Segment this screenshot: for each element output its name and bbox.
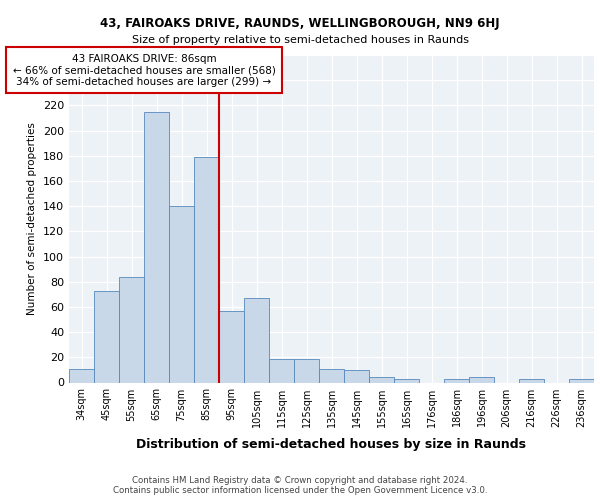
Bar <box>169 206 194 382</box>
Bar <box>144 112 169 382</box>
Y-axis label: Number of semi-detached properties: Number of semi-detached properties <box>28 122 37 315</box>
Text: Contains public sector information licensed under the Open Government Licence v3: Contains public sector information licen… <box>113 486 487 495</box>
Bar <box>194 157 219 382</box>
Bar <box>569 378 594 382</box>
Bar <box>119 276 144 382</box>
Bar <box>369 378 394 382</box>
Bar <box>244 298 269 382</box>
Bar <box>519 378 544 382</box>
Bar <box>444 378 469 382</box>
Bar <box>69 368 94 382</box>
Bar <box>344 370 369 382</box>
Bar <box>394 378 419 382</box>
Bar <box>269 358 294 382</box>
Bar <box>319 368 344 382</box>
Text: 43 FAIROAKS DRIVE: 86sqm
← 66% of semi-detached houses are smaller (568)
34% of : 43 FAIROAKS DRIVE: 86sqm ← 66% of semi-d… <box>13 54 275 86</box>
Text: 43, FAIROAKS DRIVE, RAUNDS, WELLINGBOROUGH, NN9 6HJ: 43, FAIROAKS DRIVE, RAUNDS, WELLINGBOROU… <box>100 18 500 30</box>
Bar <box>294 358 319 382</box>
Bar <box>469 378 494 382</box>
Bar <box>94 290 119 382</box>
Text: Contains HM Land Registry data © Crown copyright and database right 2024.: Contains HM Land Registry data © Crown c… <box>132 476 468 485</box>
X-axis label: Distribution of semi-detached houses by size in Raunds: Distribution of semi-detached houses by … <box>137 438 527 451</box>
Bar <box>219 310 244 382</box>
Text: Size of property relative to semi-detached houses in Raunds: Size of property relative to semi-detach… <box>131 35 469 45</box>
